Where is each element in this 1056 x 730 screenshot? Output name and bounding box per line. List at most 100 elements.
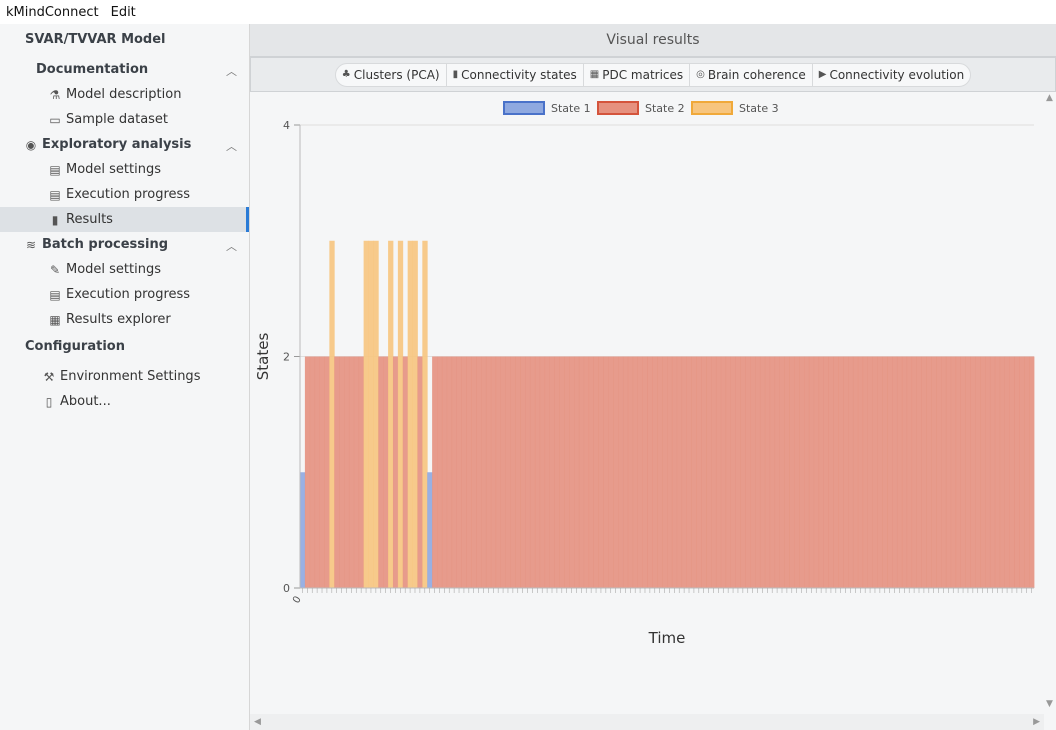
sidebar-item-label: Results explorer — [66, 312, 171, 327]
vertical-scrollbar[interactable]: ▲ ▼ — [1044, 91, 1056, 713]
bar-chart-icon: ▮ — [51, 212, 59, 227]
tab-label: Connectivity states — [461, 67, 577, 82]
bar-state-2 — [735, 356, 741, 588]
bar-state-2 — [647, 356, 653, 588]
bar-state-2 — [838, 356, 844, 588]
tab-connectivity-states[interactable]: ▮ Connectivity states — [447, 63, 584, 86]
sidebar-title: SVAR/TVVAR Model — [0, 27, 249, 52]
bar-state-2 — [706, 356, 712, 588]
bar-state-2 — [994, 356, 1001, 588]
bar-state-2 — [529, 356, 536, 588]
sidebar-item-sample-dataset[interactable]: ▭ Sample dataset — [0, 107, 249, 132]
bar-chart-icon: ▮ — [452, 69, 459, 80]
bar-state-2 — [378, 356, 384, 588]
menu-edit[interactable]: Edit — [110, 4, 136, 20]
bar-state-2 — [955, 356, 961, 588]
legend-swatch-state-3 — [691, 101, 733, 115]
bar-state-2 — [867, 356, 873, 588]
x-axis-title: Time — [648, 629, 686, 647]
section-batch-processing[interactable]: ≋ Batch processing ︿ — [0, 232, 249, 257]
sidebar-item-label: Execution progress — [66, 187, 191, 202]
bar-state-2 — [574, 356, 580, 588]
scroll-down-icon[interactable]: ▼ — [1046, 699, 1053, 709]
map-icon: ▦ — [49, 312, 61, 327]
bar-state-2 — [794, 356, 800, 588]
legend-label: State 3 — [739, 102, 779, 115]
tab-connectivity-evolution[interactable]: ▶ Connectivity evolution — [813, 64, 970, 86]
legend-swatch-state-1 — [503, 101, 545, 115]
bar-state-2 — [950, 356, 957, 588]
sidebar-item-about[interactable]: ▯ About... — [0, 389, 249, 414]
bar-state-2 — [818, 356, 824, 588]
bar-state-2 — [892, 356, 898, 588]
bar-state-2 — [896, 356, 903, 588]
menu-app[interactable]: kMindConnect — [6, 4, 99, 20]
tab-pdc-matrices[interactable]: ▦ PDC matrices — [584, 63, 691, 86]
bar-state-2 — [916, 356, 922, 588]
bar-state-2 — [549, 356, 555, 588]
clipboard-icon: ▤ — [49, 162, 61, 177]
sidebar-item-environment-settings[interactable]: ⚒ Environment Settings — [0, 364, 249, 389]
horizontal-scrollbar[interactable]: ◀ ▶ — [250, 714, 1044, 730]
sidebar-item-batch-execution-progress[interactable]: ▤ Execution progress — [0, 282, 249, 307]
scroll-right-icon[interactable]: ▶ — [1033, 717, 1040, 727]
clipboard-icon: ▤ — [49, 287, 61, 302]
tab-brain-coherence[interactable]: ◎ Brain coherence — [690, 63, 813, 86]
chevron-up-icon[interactable]: ︿ — [226, 140, 237, 153]
tab-clusters-pca[interactable]: ♣ Clusters (PCA) — [336, 63, 447, 86]
sidebar: SVAR/TVVAR Model Documentation ︿ ⚗ Model… — [0, 24, 250, 730]
main-panel: Visual results ♣ Clusters (PCA) ▮ Connecti… — [250, 24, 1056, 730]
sidebar-item-results-explorer[interactable]: ▦ Results explorer — [0, 307, 249, 332]
bar-state-2 — [774, 356, 780, 588]
bar-state-2 — [559, 356, 565, 588]
bar-state-2 — [334, 356, 340, 588]
bar-state-3 — [368, 240, 374, 588]
bar-state-2 — [608, 356, 614, 588]
bar-state-2 — [456, 356, 462, 588]
bar-state-2 — [750, 356, 756, 588]
sidebar-item-label: Environment Settings — [60, 369, 201, 384]
bar-state-2 — [554, 356, 560, 588]
scroll-up-icon[interactable]: ▲ — [1046, 93, 1053, 103]
bar-state-2 — [500, 356, 506, 588]
bar-state-2 — [544, 356, 550, 588]
bar-state-2 — [461, 356, 467, 588]
sidebar-title-label: SVAR/TVVAR Model — [25, 32, 166, 47]
bar-state-2 — [319, 356, 325, 588]
bar-state-2 — [481, 356, 487, 588]
sidebar-item-execution-progress[interactable]: ▤ Execution progress — [0, 182, 249, 207]
bar-state-2 — [598, 356, 604, 588]
bar-state-2 — [779, 356, 785, 588]
section-exploratory-analysis[interactable]: ◉ Exploratory analysis ︿ — [0, 132, 249, 157]
bar-state-2 — [848, 356, 854, 588]
bar-state-2 — [657, 356, 663, 588]
bar-state-2 — [437, 356, 443, 588]
bar-state-2 — [667, 356, 673, 588]
bar-state-2 — [686, 356, 692, 588]
sidebar-item-label: Model settings — [66, 262, 162, 277]
sidebar-item-model-settings[interactable]: ▤ Model settings — [0, 157, 249, 182]
edit-icon: ✎ — [49, 262, 61, 277]
bar-state-1 — [300, 472, 306, 588]
tab-bar: ♣ Clusters (PCA) ▮ Connectivity states ▦ PD… — [250, 57, 1056, 92]
bar-state-2 — [828, 356, 834, 588]
sidebar-item-batch-model-settings[interactable]: ✎ Model settings — [0, 257, 249, 282]
section-documentation[interactable]: Documentation ︿ — [0, 57, 249, 82]
bar-state-2 — [613, 356, 619, 588]
chevron-up-icon[interactable]: ︿ — [226, 240, 237, 253]
bar-state-3 — [422, 240, 428, 588]
sidebar-item-results[interactable]: ▮ Results — [0, 207, 249, 232]
sidebar-item-model-description[interactable]: ⚗ Model description — [0, 82, 249, 107]
bar-state-3 — [363, 240, 369, 588]
bar-state-2 — [999, 356, 1006, 588]
bar-state-3 — [373, 240, 379, 588]
bar-state-2 — [985, 356, 991, 588]
bar-state-2 — [813, 356, 820, 588]
chevron-up-icon[interactable]: ︿ — [226, 65, 237, 78]
bar-state-2 — [383, 356, 389, 588]
bar-state-1 — [427, 472, 433, 588]
bar-state-2 — [622, 356, 629, 588]
bar-state-2 — [843, 356, 849, 588]
scroll-left-icon[interactable]: ◀ — [254, 717, 261, 727]
bar-state-2 — [1024, 356, 1030, 588]
